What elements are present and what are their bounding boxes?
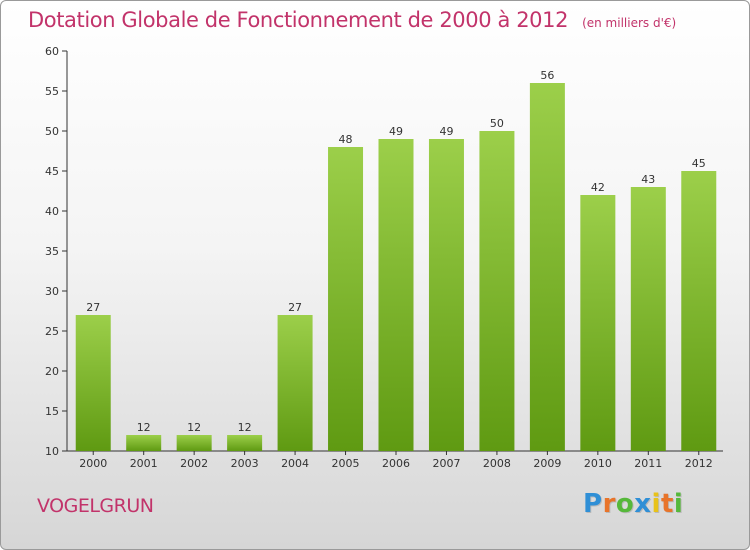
proxiti-logo: Proxiti [583, 489, 683, 523]
y-tick-label: 40 [45, 205, 59, 218]
x-tick-label: 2010 [584, 457, 612, 470]
bar-value-label: 42 [591, 181, 605, 194]
logo-letter: P [583, 489, 603, 519]
y-tick-label: 20 [45, 365, 59, 378]
bar [630, 187, 666, 451]
bar [176, 435, 212, 451]
commune-name: VOGELGRUN [37, 495, 154, 517]
y-tick-label: 10 [45, 445, 59, 458]
bar [479, 131, 515, 451]
bar [75, 315, 111, 451]
bar [681, 171, 717, 451]
y-tick-label: 25 [45, 325, 59, 338]
bar-value-label: 43 [641, 173, 655, 186]
x-tick-label: 2011 [634, 457, 662, 470]
bar-value-label: 49 [439, 125, 453, 138]
bar-value-label: 12 [187, 421, 201, 434]
x-tick-label: 2012 [685, 457, 713, 470]
x-tick-label: 2000 [79, 457, 107, 470]
x-tick-label: 2008 [483, 457, 511, 470]
y-tick-label: 30 [45, 285, 59, 298]
bar [378, 139, 414, 451]
x-tick-label: 2003 [231, 457, 259, 470]
x-tick-label: 2006 [382, 457, 410, 470]
bar [227, 435, 263, 451]
logo-letter: x [634, 489, 652, 519]
logo-letter: i [651, 489, 661, 519]
bar-value-label: 27 [288, 301, 302, 314]
logo-letter: t [660, 489, 674, 519]
x-tick-label: 2005 [332, 457, 360, 470]
y-tick-label: 35 [45, 245, 59, 258]
x-tick-label: 2007 [432, 457, 460, 470]
bar [277, 315, 313, 451]
bar [529, 83, 565, 451]
y-tick-label: 55 [45, 85, 59, 98]
bar-value-label: 56 [540, 69, 554, 82]
bar [428, 139, 464, 451]
y-tick-label: 15 [45, 405, 59, 418]
chart-title-text: Dotation Globale de Fonctionnement de 20… [28, 8, 569, 32]
bar-value-label: 50 [490, 117, 504, 130]
bar-value-label: 48 [339, 133, 353, 146]
logo-letter: r [602, 489, 616, 519]
bar [328, 147, 364, 451]
y-tick-label: 50 [45, 125, 59, 138]
y-tick-label: 60 [45, 45, 59, 58]
x-tick-label: 2001 [130, 457, 158, 470]
logo-letter: i [673, 489, 684, 519]
chart-unit-note: (en milliers d'€) [582, 16, 677, 30]
chart-title: Dotation Globale de Fonctionnement de 20… [28, 8, 676, 32]
x-tick-label: 2004 [281, 457, 309, 470]
y-tick-label: 45 [45, 165, 59, 178]
bar [126, 435, 162, 451]
bar-value-label: 12 [137, 421, 151, 434]
bar-value-label: 49 [389, 125, 403, 138]
x-tick-label: 2002 [180, 457, 208, 470]
bar-value-label: 45 [692, 157, 706, 170]
bar-value-label: 27 [86, 301, 100, 314]
bar [580, 195, 616, 451]
bar-value-label: 12 [238, 421, 252, 434]
x-tick-label: 2009 [533, 457, 561, 470]
logo-letter: o [615, 489, 635, 519]
